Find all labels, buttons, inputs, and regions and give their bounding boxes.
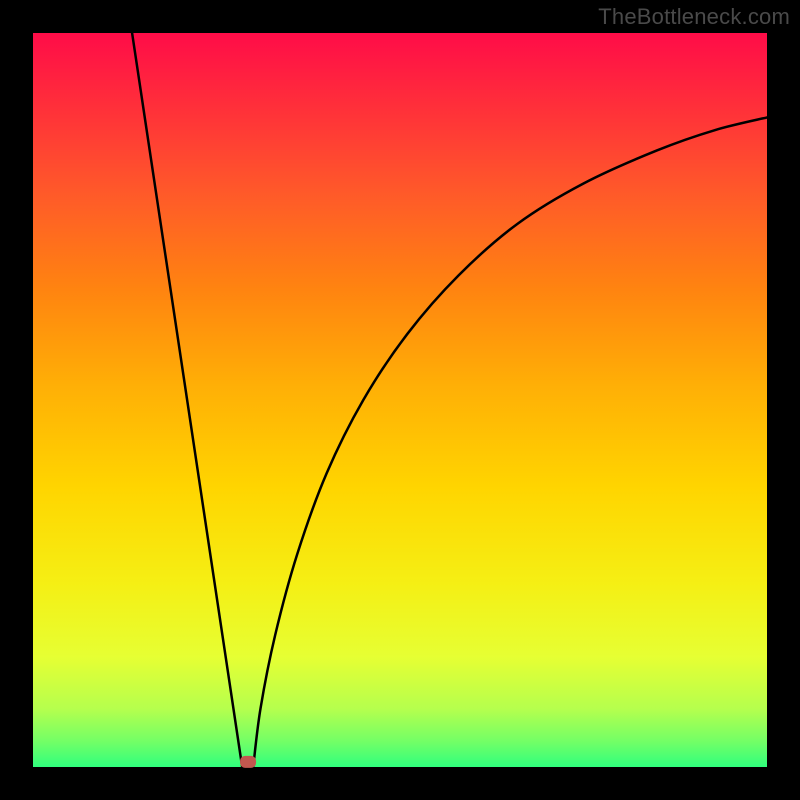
bottleneck-curve-chart: [0, 0, 800, 800]
watermark-text: TheBottleneck.com: [598, 4, 790, 30]
gradient-plot-area: [33, 33, 767, 767]
optimal-point-marker: [240, 756, 256, 768]
chart-container: TheBottleneck.com: [0, 0, 800, 800]
